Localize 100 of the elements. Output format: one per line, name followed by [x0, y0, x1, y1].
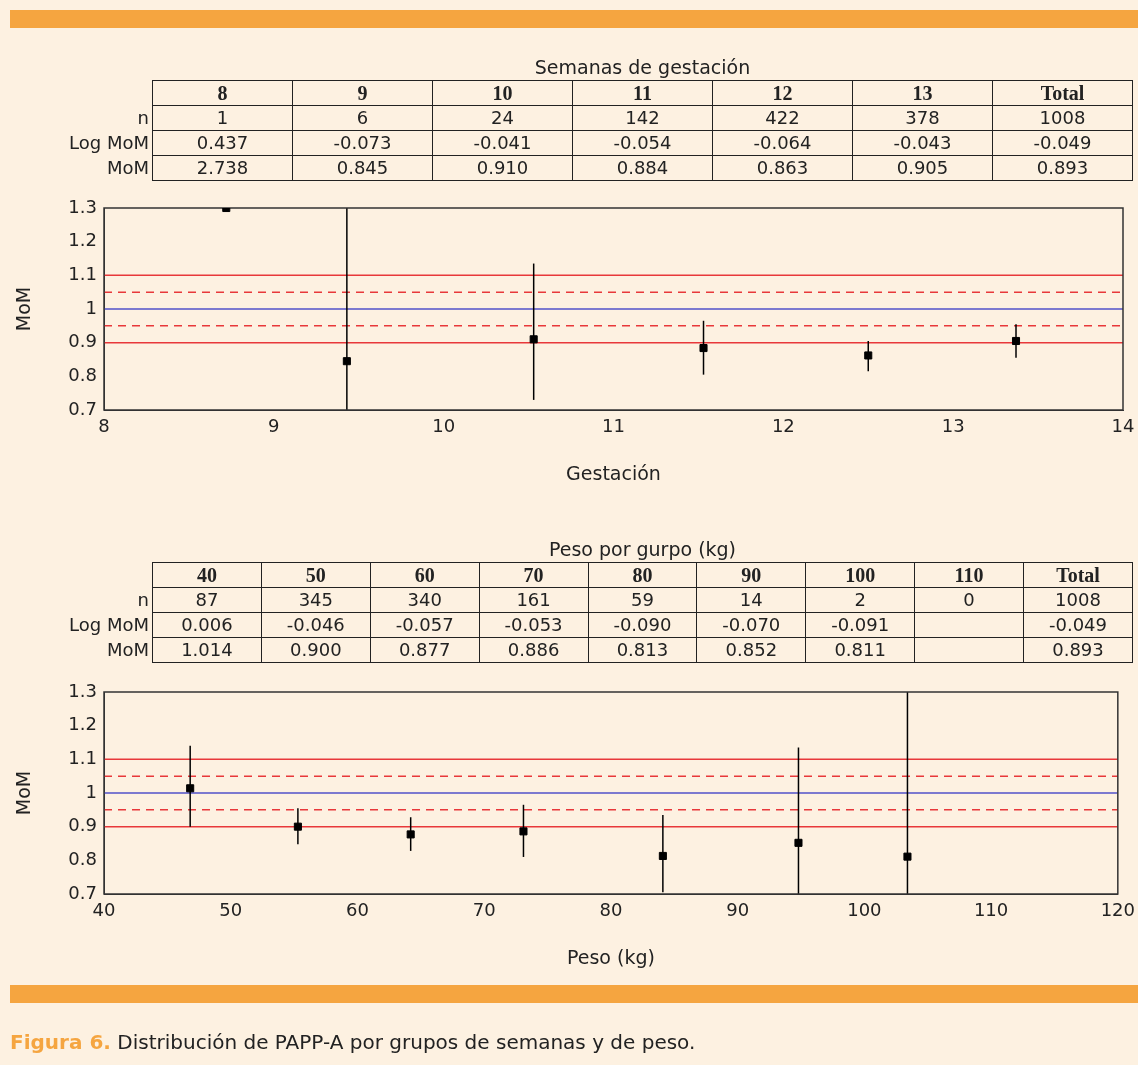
text: Figura 6. Distribución de PAPP-A por grupos de semanas y de peso. — [10, 1030, 696, 1054]
point — [293, 822, 302, 831]
data-label: 0.900 — [261, 637, 371, 663]
data-label: 24 — [432, 105, 573, 131]
x-tick-label: 10 — [432, 415, 456, 437]
y-tick-label: n — [136, 588, 150, 612]
y-tick-label: MoM — [105, 638, 150, 662]
data-label: 0.905 — [852, 155, 993, 181]
point — [529, 335, 538, 344]
data-label: 1 — [152, 105, 293, 131]
data-label: 0.884 — [572, 155, 713, 181]
point — [794, 838, 803, 847]
data-label: 378 — [852, 105, 993, 131]
data-label: 0.813 — [588, 637, 697, 663]
y-tick-label: 1.3 — [68, 679, 97, 701]
data-label: 14 — [696, 587, 806, 613]
y-tick-label: 1.3 — [68, 195, 97, 217]
x-tick-label: 80 — [588, 562, 697, 588]
data-label: 0.893 — [1023, 637, 1133, 663]
y-tick-label: 0.7 — [68, 397, 97, 419]
data-label: 422 — [712, 105, 853, 131]
x-tick-label: 10 — [432, 80, 573, 106]
x-tick-label: 110 — [914, 562, 1024, 588]
x-tick-label: Total — [992, 80, 1133, 106]
point — [864, 351, 873, 360]
x-tick-label: 12 — [712, 80, 853, 106]
x-tick-label: 60 — [346, 899, 369, 921]
y-tick-label: MoM — [105, 156, 150, 180]
point — [1011, 336, 1021, 346]
data-label: -0.049 — [1023, 612, 1133, 638]
data-label: -0.090 — [588, 612, 697, 638]
y-axis-title: MoM — [12, 286, 35, 332]
data-label: -0.070 — [696, 612, 806, 638]
y-tick-label: Log MoM — [68, 131, 150, 155]
y-tick-label: 1.1 — [68, 263, 97, 285]
data-label: -0.053 — [479, 612, 588, 638]
data-label: 0.437 — [152, 130, 293, 156]
point — [519, 827, 528, 836]
x-tick-label: 50 — [219, 899, 243, 921]
y-tick-label: n — [136, 106, 150, 130]
data-label: 0.852 — [696, 637, 806, 663]
data-label: 1008 — [992, 105, 1133, 131]
y-axis-title: MoM — [12, 770, 35, 816]
x-tick-label: 40 — [152, 562, 262, 588]
point — [406, 830, 415, 839]
data-label: 0.845 — [292, 155, 433, 181]
y-tick-label: 0.8 — [68, 848, 97, 870]
point — [342, 357, 351, 366]
y-tick-label: 1 — [85, 780, 97, 802]
data-label: 0.886 — [479, 637, 588, 663]
x-tick-label: 9 — [292, 80, 433, 106]
x-tick-label: 13 — [852, 80, 993, 106]
data-label: 0.811 — [805, 637, 915, 663]
x-tick-label: 8 — [152, 80, 293, 106]
point — [658, 851, 667, 860]
y-tick-label: 0.9 — [68, 814, 97, 836]
x-axis-title: Peso (kg) — [566, 945, 655, 968]
data-label: 161 — [479, 587, 588, 613]
data-label: -0.043 — [852, 130, 993, 156]
data-label: 0.910 — [432, 155, 573, 181]
x-tick-label: 12 — [771, 415, 795, 437]
x-tick-label: 70 — [472, 899, 496, 921]
point — [699, 344, 708, 353]
x-tick-label: 100 — [805, 562, 915, 588]
data-label: 0.863 — [712, 155, 853, 181]
x-axis-title: Gestación — [566, 461, 661, 484]
data-label: -0.057 — [370, 612, 480, 638]
data-label: -0.054 — [572, 130, 713, 156]
data-label: 2.738 — [152, 155, 293, 181]
data-label: 142 — [572, 105, 713, 131]
x-tick-label: 11 — [602, 415, 625, 437]
x-tick-label: 60 — [370, 562, 480, 588]
x-tick-label: 9 — [268, 415, 280, 437]
y-tick-label: 1 — [85, 296, 97, 318]
data-label: -0.064 — [712, 130, 853, 156]
data-label: 1.014 — [152, 637, 262, 663]
x-tick-label: 90 — [696, 562, 806, 588]
data-label: 87 — [152, 587, 262, 613]
x-tick-label: 8 — [98, 415, 110, 437]
data-label: -0.091 — [805, 612, 915, 638]
chart-title: Peso por gurpo (kg) — [547, 537, 738, 562]
data-label: 2 — [805, 587, 915, 613]
x-tick-label: 90 — [726, 899, 750, 921]
point — [903, 852, 912, 861]
data-label: -0.041 — [432, 130, 573, 156]
y-tick-label: Log MoM — [68, 613, 150, 637]
y-tick-label: 1.1 — [68, 747, 97, 769]
data-label: 59 — [588, 587, 697, 613]
data-label: 1008 — [1023, 587, 1133, 613]
x-tick-label: 110 — [973, 899, 1009, 921]
data-label: -0.073 — [292, 130, 433, 156]
x-tick-label: 80 — [599, 899, 623, 921]
data-label: 0 — [914, 587, 1024, 613]
x-tick-label: 120 — [1100, 899, 1135, 921]
data-label: 6 — [292, 105, 433, 131]
data-label: -0.046 — [261, 612, 371, 638]
x-tick-label: 14 — [1111, 415, 1135, 437]
y-tick-label: 1.2 — [68, 713, 97, 735]
x-tick-label: Total — [1023, 562, 1133, 588]
chart-title: Semanas de gestación — [533, 55, 752, 80]
